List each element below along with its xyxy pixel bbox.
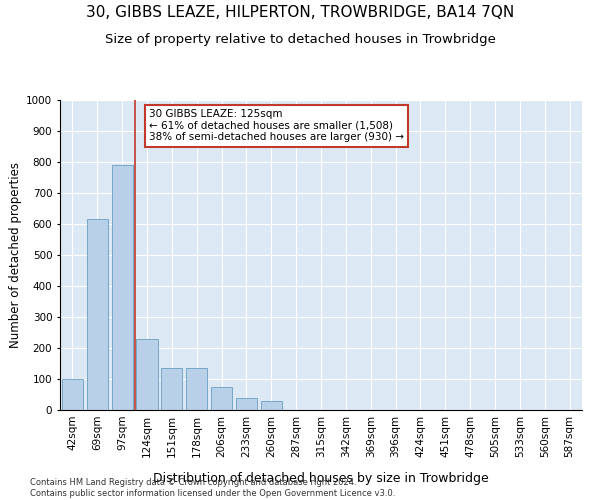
Text: 30 GIBBS LEAZE: 125sqm
← 61% of detached houses are smaller (1,508)
38% of semi-: 30 GIBBS LEAZE: 125sqm ← 61% of detached… <box>149 110 404 142</box>
Text: 30, GIBBS LEAZE, HILPERTON, TROWBRIDGE, BA14 7QN: 30, GIBBS LEAZE, HILPERTON, TROWBRIDGE, … <box>86 5 514 20</box>
Bar <box>261 400 282 410</box>
Text: Contains HM Land Registry data © Crown copyright and database right 2024.
Contai: Contains HM Land Registry data © Crown c… <box>30 478 395 498</box>
Bar <box>211 387 232 410</box>
Bar <box>161 368 182 410</box>
Text: Distribution of detached houses by size in Trowbridge: Distribution of detached houses by size … <box>153 472 489 485</box>
Bar <box>186 368 207 410</box>
Bar <box>87 220 108 410</box>
Text: Size of property relative to detached houses in Trowbridge: Size of property relative to detached ho… <box>104 32 496 46</box>
Bar <box>136 338 158 410</box>
Bar <box>112 165 133 410</box>
Y-axis label: Number of detached properties: Number of detached properties <box>9 162 22 348</box>
Bar <box>62 379 83 410</box>
Bar <box>236 398 257 410</box>
